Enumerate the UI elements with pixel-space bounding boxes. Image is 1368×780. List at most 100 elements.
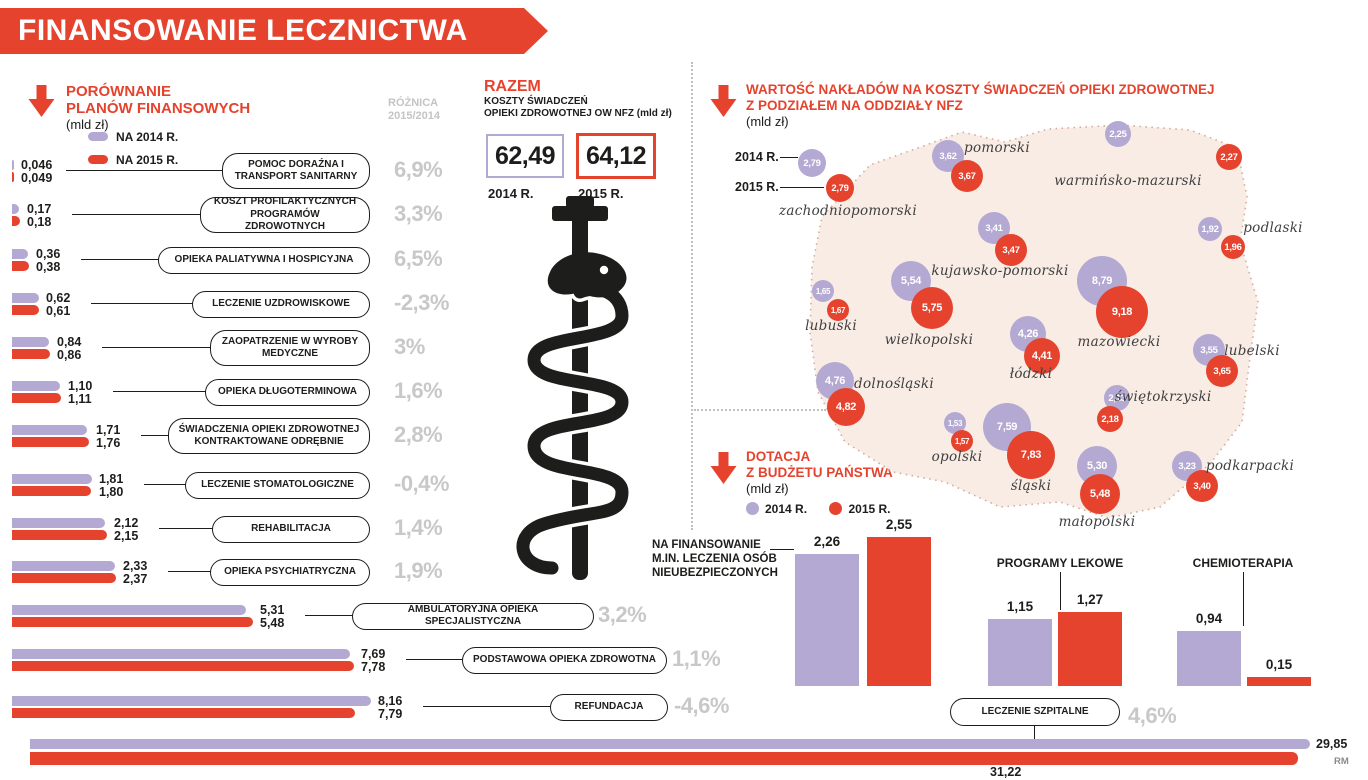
connector-line	[406, 659, 464, 660]
bar-2014	[12, 425, 87, 435]
map-legend-2015-pointer	[780, 187, 824, 188]
value-2014: 2,12	[114, 516, 139, 530]
connector-line	[141, 435, 170, 436]
subsidy-legend-2015-label: 2015 R.	[848, 501, 891, 516]
connector-line	[102, 347, 212, 348]
map-legend-2015-label: 2015 R.	[735, 180, 779, 194]
subsidy-bar-value: 1,27	[1076, 592, 1104, 607]
bar-2015	[12, 708, 355, 718]
value-2014: 0,62	[46, 291, 71, 305]
map-bubble-2014: 2,25	[1105, 121, 1131, 147]
bar-2014	[12, 249, 28, 259]
total-2014-box: 62,49	[486, 134, 564, 178]
map-bubble-2015: 1,67	[827, 299, 849, 321]
bar-2014	[12, 696, 371, 706]
category-pill: REFUNDACJA	[550, 693, 668, 721]
connector-line	[144, 484, 187, 485]
subsidy-legend-2014-dot	[746, 502, 759, 516]
diff-percent: 3,3%	[394, 201, 443, 226]
value-2015: 2,15	[114, 529, 139, 543]
value-2014: 0,84	[57, 335, 82, 349]
total-title: RAZEM	[484, 78, 541, 95]
value-2014: 2,33	[123, 559, 148, 573]
diff-percent: 4,6%	[1128, 703, 1177, 728]
comparison-title-line2: PLANÓW FINANSOWYCH	[66, 100, 251, 117]
value-2015: 0,18	[27, 215, 52, 229]
diff-percent: -0,4%	[394, 471, 449, 496]
value-2015: 0,38	[36, 260, 61, 274]
diff-header-line2: 2015/2014	[388, 110, 440, 122]
category-pill: PODSTAWOWA OPIEKA ZDROWOTNA	[462, 646, 667, 674]
subsidy-bar-drug-programs-2014: 1,15	[988, 599, 1052, 686]
value-2014: 29,85	[1316, 737, 1348, 751]
bar-2014	[12, 160, 14, 170]
value-2015: 1,11	[68, 392, 92, 406]
bar-2015	[12, 305, 39, 315]
value-2015: 5,48	[260, 616, 285, 630]
category-pill: KOSZT PROFILAKTYCZNYCH PROGRAMÓW ZDROWOT…	[200, 196, 370, 233]
diff-percent: 1,9%	[394, 558, 443, 583]
subsidy-legend-2015-dot	[829, 502, 843, 516]
connector-line	[66, 170, 224, 171]
category-pill: LECZENIE UZDROWISKOWE	[192, 290, 370, 318]
diff-percent: 3%	[394, 334, 425, 359]
subsidy-bar-uninsured-2015: 2,55	[867, 517, 931, 686]
total-2015-value: 64,12	[585, 141, 647, 170]
category-pill: OPIEKA DŁUGOTERMINOWA	[205, 378, 370, 406]
subsidy-group3-label: CHEMIOTERAPIA	[1192, 556, 1294, 570]
bar-2015	[30, 752, 1298, 765]
value-2014: 7,69	[361, 647, 386, 661]
category-pill: REHABILITACJA	[212, 515, 370, 543]
bar-2015	[12, 661, 354, 671]
region-label: zachodniopomorski	[778, 203, 918, 219]
title-banner: FINANSOWANIE LECZNICTWA	[0, 8, 548, 54]
subsidy-group1-label: NA FINANSOWANIE M.IN. LECZENIA OSÓB NIEU…	[652, 539, 778, 579]
bar-2015	[12, 349, 50, 359]
map-bubble-2015: 7,83	[1007, 431, 1055, 479]
region-label: małopolski	[1058, 514, 1136, 530]
map-bubble-2014: 2,79	[798, 149, 826, 177]
region-label: dolnośląski	[854, 376, 934, 392]
value-2014: 1,81	[99, 472, 124, 486]
bar-2014	[12, 381, 60, 391]
comparison-title-line1: PORÓWNANIE	[66, 83, 171, 100]
total-2015-box: 64,12	[576, 133, 656, 179]
value-2014: 1,10	[68, 379, 93, 393]
bar-2014	[12, 337, 49, 347]
value-2015: 0,049	[21, 171, 53, 185]
map-bubble-2015: 5,75	[911, 287, 953, 329]
subsidy-title-line1: DOTACJA	[746, 449, 811, 464]
bar-2015	[12, 216, 20, 226]
page-title: FINANSOWANIE LECZNICTWA	[18, 14, 468, 47]
region-label: lubuski	[805, 318, 857, 334]
map-bubble-2014: 1,65	[812, 280, 834, 302]
category-pill: OPIEKA PSYCHIATRYCZNA	[210, 558, 370, 586]
map-bubble-2015: 1,96	[1221, 235, 1245, 259]
map-bubble-2015: 3,65	[1206, 355, 1238, 387]
subsidy-unit: (mld zł)	[746, 481, 789, 496]
connector-line	[159, 528, 214, 529]
total-subtitle-line1: KOSZTY ŚWIADCZEŃ	[484, 96, 588, 107]
map-bubble-2015: 2,27	[1216, 144, 1242, 170]
map-legend-2014-pointer	[780, 157, 798, 158]
category-pill: LECZENIE STOMATOLOGICZNE	[185, 471, 370, 499]
bar-2015	[12, 172, 14, 182]
subsidy-bar-value: 1,15	[1006, 599, 1034, 614]
region-label: wielkopolski	[884, 332, 974, 348]
category-pill: AMBULATORYJNA OPIEKA SPECJALISTYCZNA	[352, 602, 594, 630]
map-bubble-2014: 1,92	[1198, 217, 1222, 241]
region-label: mazowiecki	[1077, 334, 1161, 350]
map-bubble-2015: 1,57	[951, 430, 973, 452]
bar-2015	[12, 617, 253, 627]
value-2014: 0,17	[27, 202, 52, 216]
total-2014-value: 62,49	[494, 141, 556, 170]
subsidy-bar-chemotherapy-2015: 0,15	[1247, 657, 1311, 686]
bar-2015	[12, 573, 116, 583]
total-subtitle-line2: OPIEKI ZDROWOTNEJ OW NFZ (mld zł)	[484, 108, 672, 119]
subsidy-bar-value: 2,26	[813, 534, 841, 549]
category-pill: OPIEKA PALIATYWNA I HOSPICYJNA	[158, 246, 370, 274]
value-2015: 0,86	[57, 348, 82, 362]
map-bubble-2015: 2,18	[1097, 406, 1123, 432]
value-2014: 0,36	[36, 247, 61, 261]
map-bubble-2015: 9,18	[1096, 286, 1148, 338]
